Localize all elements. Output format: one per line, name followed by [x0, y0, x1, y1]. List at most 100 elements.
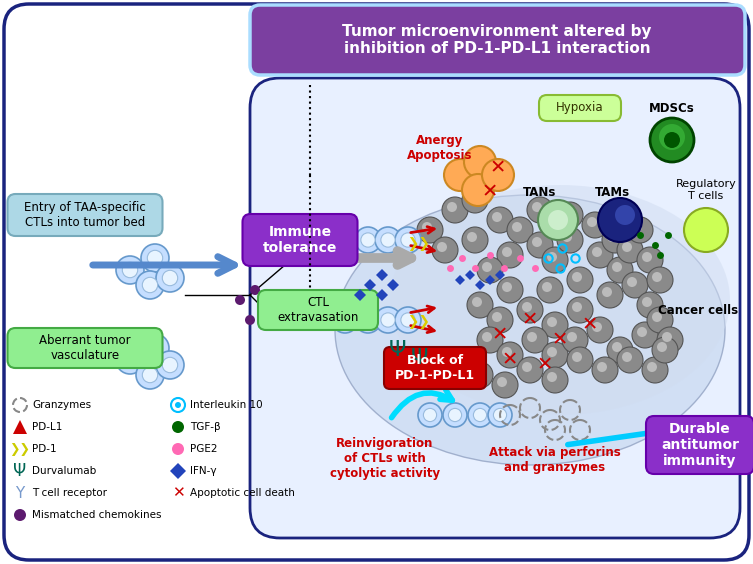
- Circle shape: [488, 403, 512, 427]
- Circle shape: [650, 118, 694, 162]
- Text: Granzymes: Granzymes: [32, 400, 91, 410]
- Circle shape: [355, 307, 381, 333]
- Text: PGE2: PGE2: [190, 444, 218, 454]
- Circle shape: [417, 217, 443, 243]
- Circle shape: [401, 313, 415, 327]
- Text: ✕: ✕: [482, 183, 498, 201]
- Circle shape: [597, 282, 623, 308]
- Text: ✕: ✕: [492, 325, 508, 345]
- Text: TANs: TANs: [523, 187, 556, 200]
- Circle shape: [448, 408, 462, 422]
- Text: TGF-β: TGF-β: [190, 422, 221, 432]
- Text: Anergy
Apoptosis: Anergy Apoptosis: [407, 134, 473, 162]
- Circle shape: [423, 408, 437, 422]
- Circle shape: [657, 327, 683, 353]
- Text: ✕: ✕: [522, 311, 538, 329]
- Circle shape: [462, 174, 494, 206]
- Circle shape: [612, 342, 622, 352]
- Circle shape: [647, 267, 673, 293]
- Circle shape: [462, 227, 488, 253]
- Circle shape: [338, 313, 352, 327]
- Circle shape: [598, 198, 642, 242]
- Circle shape: [627, 217, 653, 243]
- Circle shape: [250, 285, 260, 295]
- Circle shape: [472, 367, 482, 377]
- FancyBboxPatch shape: [258, 290, 378, 330]
- FancyBboxPatch shape: [242, 214, 358, 266]
- Circle shape: [572, 272, 582, 282]
- Circle shape: [245, 315, 255, 325]
- Circle shape: [632, 322, 658, 348]
- Circle shape: [615, 205, 635, 225]
- FancyBboxPatch shape: [646, 416, 753, 474]
- Circle shape: [542, 367, 568, 393]
- Circle shape: [592, 322, 602, 332]
- Circle shape: [642, 297, 652, 307]
- Circle shape: [432, 237, 458, 263]
- Circle shape: [662, 332, 672, 342]
- Circle shape: [487, 307, 513, 333]
- Circle shape: [562, 327, 588, 353]
- Circle shape: [142, 277, 157, 293]
- Circle shape: [464, 146, 496, 178]
- Circle shape: [562, 232, 572, 242]
- Circle shape: [492, 312, 502, 322]
- Circle shape: [163, 270, 178, 286]
- Circle shape: [512, 222, 522, 232]
- Circle shape: [497, 377, 507, 387]
- Circle shape: [502, 247, 512, 257]
- Text: Reinvigoration
of CTLs with
cytolytic activity: Reinvigoration of CTLs with cytolytic ac…: [330, 437, 440, 479]
- Circle shape: [507, 217, 533, 243]
- Circle shape: [468, 403, 492, 427]
- Circle shape: [592, 357, 618, 383]
- Text: Block of
PD-1-PD-L1: Block of PD-1-PD-L1: [395, 354, 475, 382]
- Circle shape: [175, 402, 181, 408]
- Circle shape: [647, 307, 673, 333]
- Circle shape: [652, 272, 662, 282]
- Circle shape: [547, 347, 557, 357]
- Text: ✕: ✕: [552, 331, 569, 350]
- Circle shape: [542, 247, 568, 273]
- Text: Ψ: Ψ: [14, 462, 26, 480]
- Circle shape: [497, 277, 523, 303]
- Circle shape: [637, 292, 663, 318]
- Text: PD-L1: PD-L1: [32, 422, 62, 432]
- Circle shape: [355, 227, 381, 253]
- Circle shape: [597, 362, 607, 372]
- Circle shape: [422, 222, 432, 232]
- Circle shape: [637, 247, 663, 273]
- Text: Cancer cells: Cancer cells: [658, 303, 738, 316]
- Circle shape: [116, 346, 144, 374]
- Circle shape: [381, 313, 395, 327]
- Circle shape: [538, 200, 578, 240]
- Circle shape: [684, 208, 728, 252]
- Circle shape: [332, 227, 358, 253]
- Circle shape: [522, 302, 532, 312]
- Circle shape: [487, 207, 513, 233]
- Circle shape: [652, 337, 678, 363]
- Text: Apoptotic cell death: Apoptotic cell death: [190, 488, 295, 498]
- FancyBboxPatch shape: [4, 4, 749, 560]
- Circle shape: [443, 403, 467, 427]
- Circle shape: [381, 233, 395, 247]
- Circle shape: [607, 232, 617, 242]
- Circle shape: [572, 302, 582, 312]
- Text: Durable
antitumor
immunity: Durable antitumor immunity: [661, 422, 739, 468]
- Circle shape: [532, 237, 542, 247]
- Circle shape: [493, 408, 507, 422]
- Circle shape: [235, 295, 245, 305]
- Circle shape: [542, 312, 568, 338]
- Circle shape: [477, 327, 503, 353]
- Circle shape: [659, 124, 685, 150]
- Circle shape: [142, 367, 157, 383]
- Circle shape: [492, 372, 518, 398]
- Text: Interleukin 10: Interleukin 10: [190, 400, 263, 410]
- Circle shape: [395, 307, 421, 333]
- Circle shape: [567, 297, 593, 323]
- Circle shape: [548, 210, 568, 230]
- FancyBboxPatch shape: [539, 95, 621, 121]
- Circle shape: [622, 242, 632, 252]
- Text: ❮❮: ❮❮: [404, 313, 427, 327]
- Text: Mismatched chemokines: Mismatched chemokines: [32, 510, 161, 520]
- Circle shape: [652, 312, 662, 322]
